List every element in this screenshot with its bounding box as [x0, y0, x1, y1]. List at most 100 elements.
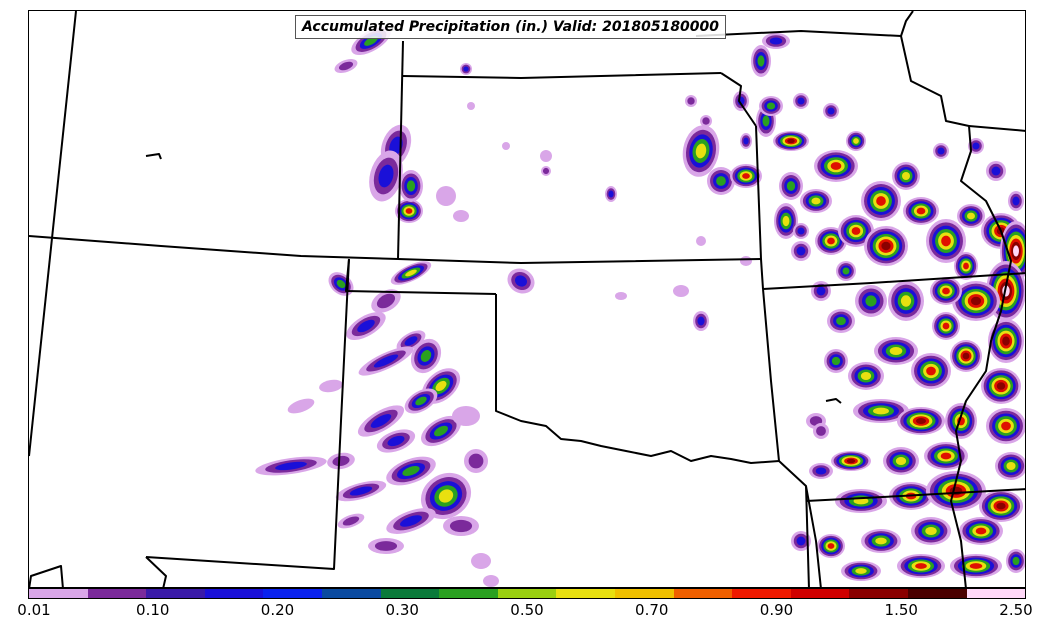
- precip-cell: [945, 403, 977, 439]
- colorbar-segment: [790, 589, 850, 598]
- precip-cell: [855, 285, 887, 317]
- precip-cell: [791, 241, 811, 261]
- precip-cell: [836, 261, 856, 281]
- border-west: [29, 11, 77, 457]
- precip-cell: [386, 456, 436, 486]
- precip-cell: [730, 164, 762, 188]
- precip-cell: [897, 407, 945, 435]
- colorbar-segment: [849, 589, 908, 598]
- colorbar-segment: [380, 589, 440, 598]
- precip-cell: [740, 133, 752, 149]
- colorbar-tick-label: 0.20: [260, 601, 295, 619]
- reservoir-mark: [825, 398, 842, 404]
- precip-cell: [903, 197, 939, 225]
- precip-cell: [986, 408, 1025, 444]
- precip-cell: [682, 125, 720, 177]
- precip-cell: [540, 150, 552, 162]
- border-nm-tx: [145, 258, 350, 570]
- precip-cell: [685, 95, 697, 107]
- precip-cell: [954, 252, 978, 280]
- precip-cell: [926, 471, 986, 511]
- precip-cell: [773, 131, 809, 151]
- precip-cell: [740, 256, 752, 266]
- precip-cell: [707, 167, 735, 195]
- precip-cell: [864, 226, 908, 266]
- colorbar-tick-label: 1.50: [884, 601, 918, 619]
- precip-cell: [1008, 191, 1024, 211]
- precip-cell: [814, 150, 858, 182]
- colorbar-segment: [497, 589, 557, 598]
- border-ar-la: [805, 488, 1025, 502]
- precip-cell: [911, 353, 951, 389]
- precip-cell: [793, 93, 809, 109]
- precip-cell: [376, 429, 416, 453]
- precip-cell: [835, 489, 887, 513]
- border-sw-corner: [29, 565, 64, 587]
- precip-cell: [395, 199, 423, 223]
- border-ok-tx-red-river-south: [805, 485, 822, 587]
- border-ia-mo: [695, 30, 902, 37]
- colorbar-segment: [321, 589, 381, 598]
- border-la-west: [145, 556, 167, 587]
- precip-cell: [986, 161, 1006, 181]
- colorbar-segment: [556, 589, 615, 598]
- colorbar-tick-label: 0.50: [510, 601, 544, 619]
- colorbar-segment: [966, 589, 1026, 598]
- precip-cell: [779, 172, 803, 200]
- precip-cell: [751, 45, 771, 77]
- precip-cell: [369, 150, 403, 202]
- colorbar-segment: [439, 589, 498, 598]
- precip-cell: [386, 508, 436, 534]
- precip-cell: [809, 463, 833, 479]
- precip-cell: [453, 210, 469, 222]
- precip-cell: [605, 186, 617, 202]
- colorbar-tick-label: 0.01: [17, 601, 51, 619]
- precip-cell: [831, 451, 871, 471]
- border-mo-east-river: [720, 72, 757, 127]
- map-canvas: [29, 11, 1025, 587]
- precip-cell: [827, 309, 855, 333]
- colorbar-segment: [732, 589, 791, 598]
- precip-cell: [791, 531, 811, 551]
- precip-cell: [774, 203, 798, 239]
- border-ks-mo: [755, 125, 764, 290]
- precip-cell: [460, 63, 472, 75]
- precip-cell: [507, 268, 535, 294]
- precip-cell: [793, 223, 809, 239]
- colorbar-segment: [204, 589, 264, 598]
- precip-cell: [813, 423, 829, 439]
- precip-cell: [846, 131, 866, 151]
- precip-cell: [988, 319, 1024, 363]
- precip-cell: [883, 447, 919, 475]
- precip-cell: [874, 337, 918, 365]
- precip-cell: [911, 517, 951, 545]
- precip-cell: [319, 379, 343, 393]
- precip-cell: [1006, 549, 1025, 573]
- precip-cell: [861, 529, 901, 553]
- precip-cell: [892, 162, 920, 190]
- colorbar-tick-label: 0.70: [635, 601, 669, 619]
- colorbar-segment: [614, 589, 674, 598]
- precip-cell: [926, 219, 966, 263]
- colorbar-segment: [87, 589, 147, 598]
- precip-cell: [328, 272, 354, 296]
- precip-cell: [337, 513, 365, 529]
- precip-cell: [968, 138, 984, 154]
- precip-cell: [255, 456, 327, 476]
- border-ks-ok: [397, 258, 762, 264]
- precip-cell: [287, 398, 315, 414]
- colorbar-segment: [146, 589, 205, 598]
- precip-cell: [817, 534, 845, 558]
- precip-cell: [932, 312, 960, 340]
- precip-cell: [357, 405, 405, 437]
- precip-cell: [693, 311, 709, 331]
- precip-cell: [335, 480, 387, 502]
- precip-cell: [346, 312, 386, 340]
- colorbar-tick-label: 0.10: [136, 601, 170, 619]
- precip-cell: [390, 261, 432, 285]
- precip-cell: [443, 516, 479, 536]
- precip-cell: [483, 575, 499, 587]
- precip-cell: [421, 415, 461, 447]
- precip-cell: [733, 91, 749, 111]
- precip-cell: [933, 143, 949, 159]
